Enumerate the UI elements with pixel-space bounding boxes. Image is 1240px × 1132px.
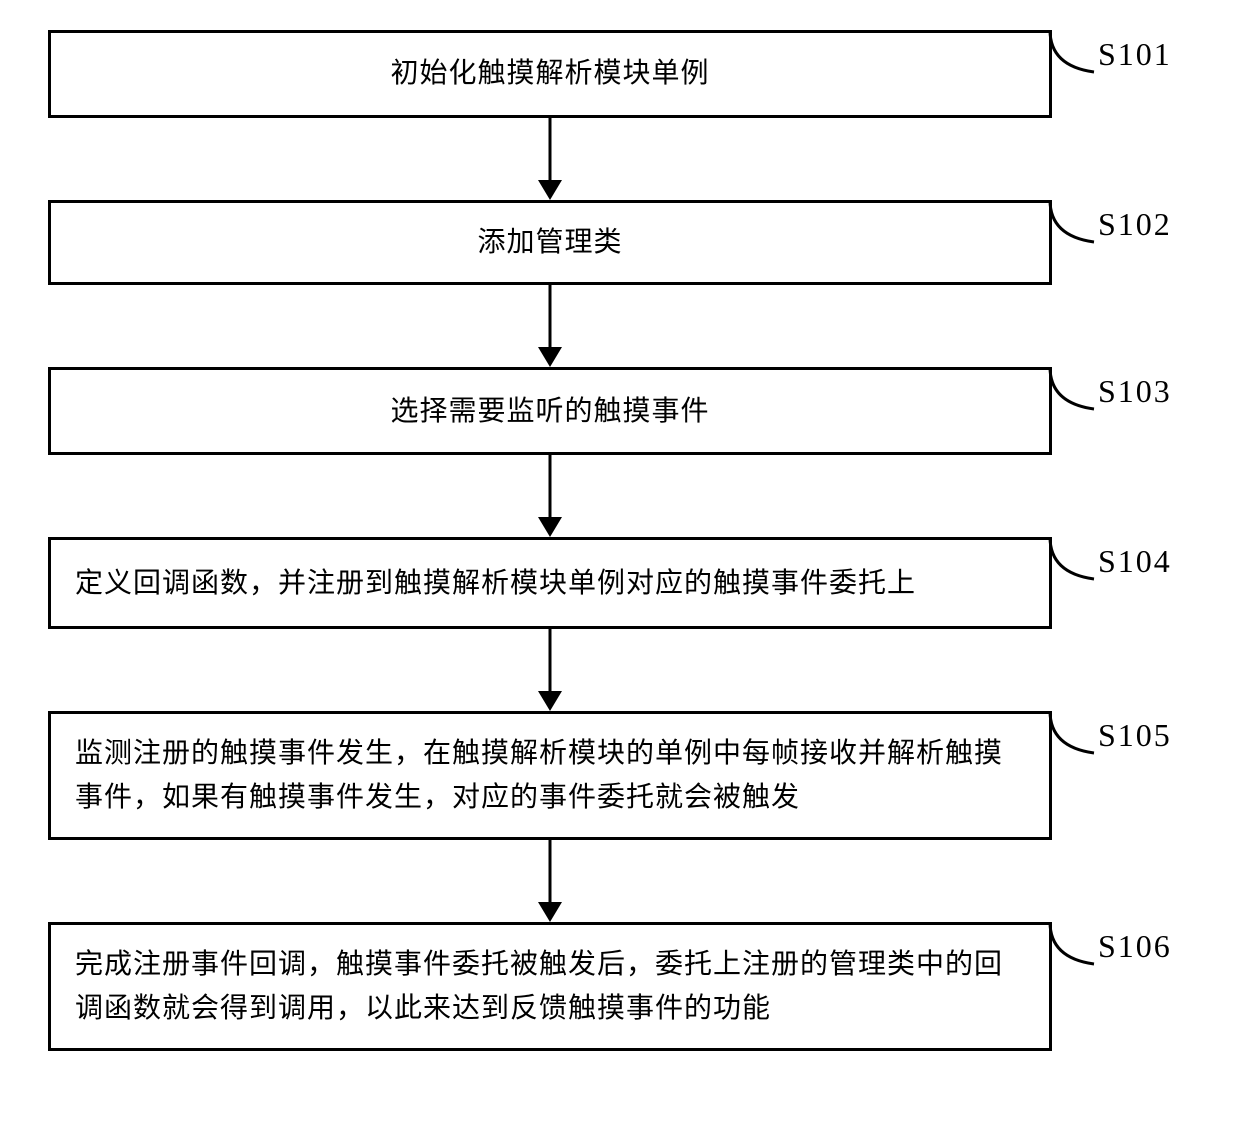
notch-connector <box>1048 365 1098 422</box>
step-tag: S103 <box>1098 373 1172 410</box>
arrow-down <box>48 455 1052 537</box>
step-box: 选择需要监听的触摸事件 <box>48 367 1052 455</box>
step-box: 添加管理类 <box>48 200 1052 285</box>
step-box: 初始化触摸解析模块单例 <box>48 30 1052 118</box>
step-box: 定义回调函数，并注册到触摸解析模块单例对应的触摸事件委托上 <box>48 537 1052 629</box>
step-s102: 添加管理类 S102 <box>48 200 1192 285</box>
arrow-down <box>48 285 1052 367</box>
step-s105: 监测注册的触摸事件发生，在触摸解析模块的单例中每帧接收并解析触摸事件，如果有触摸… <box>48 711 1192 840</box>
step-text: 完成注册事件回调，触摸事件委托被触发后，委托上注册的管理类中的回调函数就会得到调… <box>75 943 1025 1030</box>
step-text: 监测注册的触摸事件发生，在触摸解析模块的单例中每帧接收并解析触摸事件，如果有触摸… <box>75 732 1025 819</box>
step-text: 定义回调函数，并注册到触摸解析模块单例对应的触摸事件委托上 <box>75 562 916 605</box>
arrow-down <box>48 118 1052 200</box>
arrow-down <box>48 840 1052 922</box>
step-text: 初始化触摸解析模块单例 <box>390 52 709 95</box>
notch-connector <box>1048 709 1098 766</box>
step-text: 选择需要监听的触摸事件 <box>390 390 709 433</box>
notch-connector <box>1048 535 1098 592</box>
step-box: 监测注册的触摸事件发生，在触摸解析模块的单例中每帧接收并解析触摸事件，如果有触摸… <box>48 711 1052 840</box>
step-tag: S105 <box>1098 717 1172 754</box>
step-tag: S101 <box>1098 36 1172 73</box>
step-s104: 定义回调函数，并注册到触摸解析模块单例对应的触摸事件委托上 S104 <box>48 537 1192 629</box>
arrow-down <box>48 629 1052 711</box>
step-s101: 初始化触摸解析模块单例 S101 <box>48 30 1192 118</box>
step-text: 添加管理类 <box>477 221 622 264</box>
step-box: 完成注册事件回调，触摸事件委托被触发后，委托上注册的管理类中的回调函数就会得到调… <box>48 922 1052 1051</box>
flowchart: 初始化触摸解析模块单例 S101 添加管理类 S102 选择需要监听的触摸事件 … <box>48 30 1192 1051</box>
step-tag: S102 <box>1098 206 1172 243</box>
step-s106: 完成注册事件回调，触摸事件委托被触发后，委托上注册的管理类中的回调函数就会得到调… <box>48 922 1192 1051</box>
notch-connector <box>1048 28 1098 85</box>
notch-connector <box>1048 920 1098 977</box>
notch-connector <box>1048 198 1098 255</box>
step-s103: 选择需要监听的触摸事件 S103 <box>48 367 1192 455</box>
step-tag: S104 <box>1098 543 1172 580</box>
step-tag: S106 <box>1098 928 1172 965</box>
